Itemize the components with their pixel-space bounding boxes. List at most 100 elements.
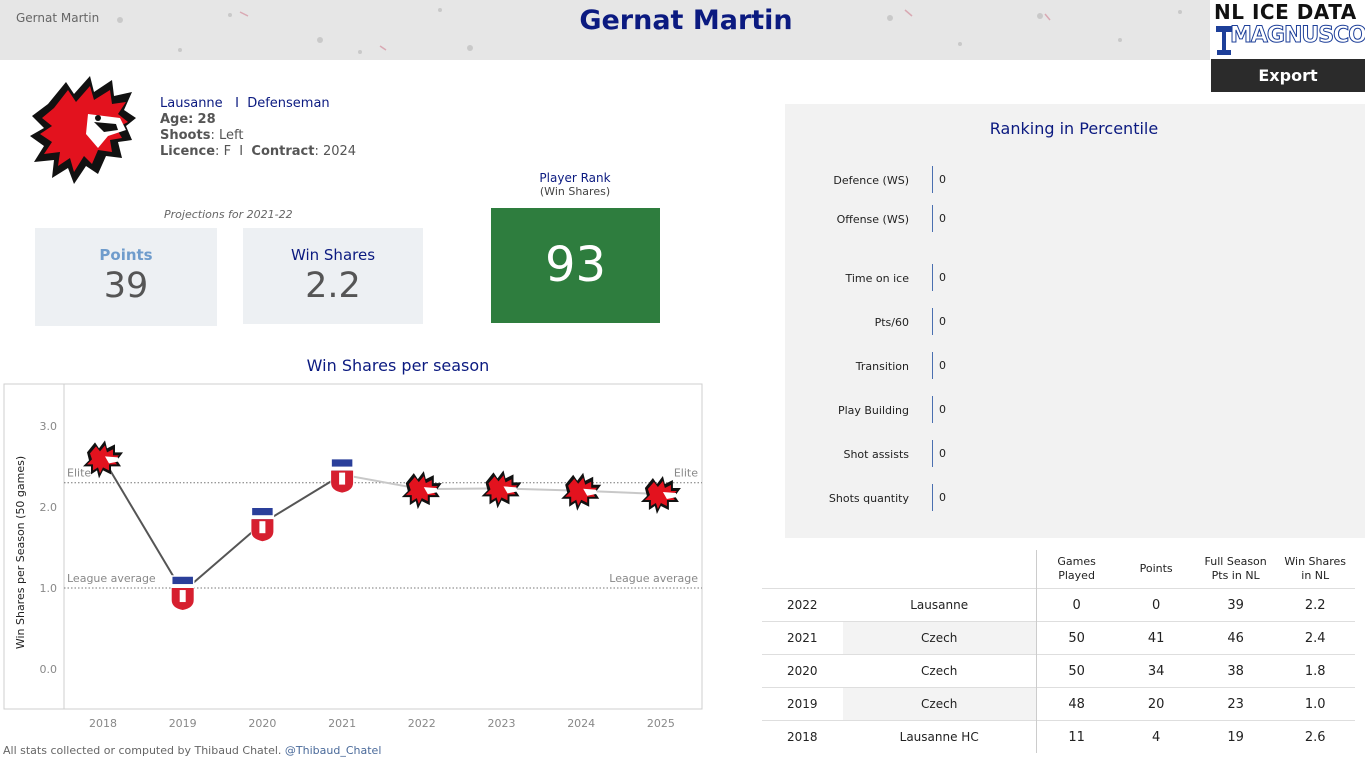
percentile-bar — [932, 352, 933, 379]
table-cell-team: Czech — [842, 687, 1037, 721]
footer-credit: All stats collected or computed by Thiba… — [3, 744, 381, 757]
table-header-team — [843, 550, 1037, 589]
contract-value: 2024 — [322, 144, 357, 159]
shoots-value: Left — [218, 128, 244, 143]
x-tick-label: 2023 — [488, 717, 516, 730]
export-button[interactable]: Export — [1211, 59, 1365, 92]
percentile-value: 0 — [939, 359, 946, 372]
contract-label: Contract — [251, 144, 315, 159]
table-cell-team: Lausanne — [842, 588, 1037, 622]
lion-head-icon — [640, 476, 681, 515]
table-header-win-shares: Win Shares in NL — [1284, 555, 1347, 582]
table-cell-points: 41 — [1116, 621, 1196, 655]
table-cell-games-played: 11 — [1035, 720, 1117, 753]
y-tick-label: 2.0 — [40, 501, 58, 514]
table-header-full-season: Full Season Pts in NL — [1204, 555, 1267, 582]
percentile-bar — [932, 440, 933, 467]
table-cell-win-shares: 1.8 — [1275, 654, 1355, 688]
percentile-value: 0 — [939, 173, 946, 186]
header-banner — [0, 0, 1365, 60]
age-label: Age: — [160, 112, 194, 127]
table-header-points: Points — [1139, 562, 1173, 575]
series-line-segment — [182, 522, 264, 593]
ice-texture-background — [0, 0, 1365, 60]
x-tick-label: 2020 — [248, 717, 276, 730]
table-cell-full-season-points: 23 — [1195, 687, 1276, 721]
table-cell-year: 2020 — [762, 654, 843, 688]
info-separator: I — [235, 96, 239, 111]
table-header-games-played: Games Played — [1035, 550, 1117, 589]
chart-frame — [3, 383, 703, 710]
lion-head-icon — [401, 471, 442, 510]
win-shares-kpi-card: Win Shares 2.2 — [243, 228, 423, 324]
brand-logo-sub: MAGNUSCORSI — [1230, 23, 1365, 49]
points-kpi-card: Points 39 — [35, 228, 217, 326]
table-cell-games-played: 0 — [1035, 588, 1117, 622]
percentile-bar — [932, 484, 933, 511]
lion-head-icon — [83, 440, 123, 479]
shoots-line: Shoots: Left — [160, 128, 244, 143]
table-row: 2021 Czech 50 41 46 2.4 — [762, 621, 1355, 655]
table-cell-team: Lausanne HC — [842, 720, 1037, 753]
table-cell-win-shares: 2.6 — [1275, 720, 1355, 753]
percentile-value: 0 — [939, 271, 946, 284]
percentile-title: Ranking in Percentile — [989, 119, 1159, 138]
table-cell-full-season-points: 38 — [1195, 654, 1276, 688]
percentile-panel — [785, 104, 1365, 538]
y-axis-label: Win Shares per Season (50 games) — [14, 456, 27, 649]
tipos-shield-icon — [170, 575, 195, 611]
win-shares-chart: Win Shares per Season (50 games) 0.0 1.0 2.… — [3, 383, 703, 730]
reference-label-right: League average — [609, 572, 698, 585]
table-cell-team: Czech — [842, 621, 1037, 655]
player-rank-subtitle: (Win Shares) — [539, 185, 611, 198]
y-tick-label: 3.0 — [40, 420, 58, 433]
percentile-label: Shots quantity — [828, 492, 909, 505]
player-rank-value: 93 — [491, 208, 660, 323]
table-header-year — [762, 550, 843, 589]
table-row: 2019 Czech 48 20 23 1.0 — [762, 687, 1355, 721]
y-tick-label: 0.0 — [40, 663, 58, 676]
series-line-segment — [261, 473, 343, 525]
percentile-label: Offense (WS) — [836, 213, 909, 226]
x-tick-label: 2024 — [567, 717, 595, 730]
points-kpi-value: 39 — [103, 266, 149, 306]
x-tick-label: 2018 — [89, 717, 117, 730]
table-header-row: Games Played Points Full Season Pts in NL … — [762, 550, 1355, 589]
table-cell-points: 4 — [1116, 720, 1196, 753]
reference-label-right: Elite — [674, 467, 698, 480]
percentile-bar — [932, 308, 933, 335]
table-cell-games-played: 50 — [1035, 654, 1117, 688]
series-line-segment — [102, 457, 184, 593]
tipos-shield-icon — [330, 457, 354, 494]
table-cell-full-season-points: 46 — [1195, 621, 1276, 655]
percentile-label: Transition — [855, 360, 909, 373]
footer-handle-link[interactable]: @Thibaud_Chatel — [284, 744, 382, 757]
licence-label: Licence — [160, 144, 216, 159]
percentile-bar — [932, 205, 933, 232]
percentile-label: Time on ice — [845, 272, 910, 285]
x-tick-label: 2025 — [647, 717, 675, 730]
table-cell-team: Czech — [842, 654, 1037, 688]
percentile-value: 0 — [939, 315, 946, 328]
percentile-value: 0 — [939, 212, 946, 225]
percentile-value: 0 — [939, 491, 946, 504]
lion-head-icon — [561, 472, 602, 511]
licence-value: F — [223, 144, 232, 159]
shoots-label: Shoots — [160, 128, 211, 143]
table-cell-year: 2022 — [762, 588, 843, 622]
lion-head-icon — [481, 470, 522, 509]
table-row: 2022 Lausanne 0 0 39 2.2 — [762, 588, 1355, 622]
reference-label-left: League average — [67, 572, 156, 585]
licence-line: Licence: F I Contract: 2024 — [160, 144, 357, 159]
table-cell-full-season-points: 39 — [1195, 588, 1276, 622]
percentile-bar — [932, 396, 933, 423]
table-cell-year: 2019 — [762, 687, 843, 721]
tipos-shield-icon — [250, 506, 275, 542]
y-tick-label: 1.0 — [40, 582, 58, 595]
table-cell-win-shares: 2.2 — [1275, 588, 1355, 622]
table-cell-year: 2021 — [762, 621, 843, 655]
table-row: 2020 Czech 50 34 38 1.8 — [762, 654, 1355, 688]
table-cell-points: 20 — [1116, 687, 1196, 721]
x-tick-label: 2022 — [408, 717, 436, 730]
points-kpi-label: Points — [99, 246, 153, 264]
